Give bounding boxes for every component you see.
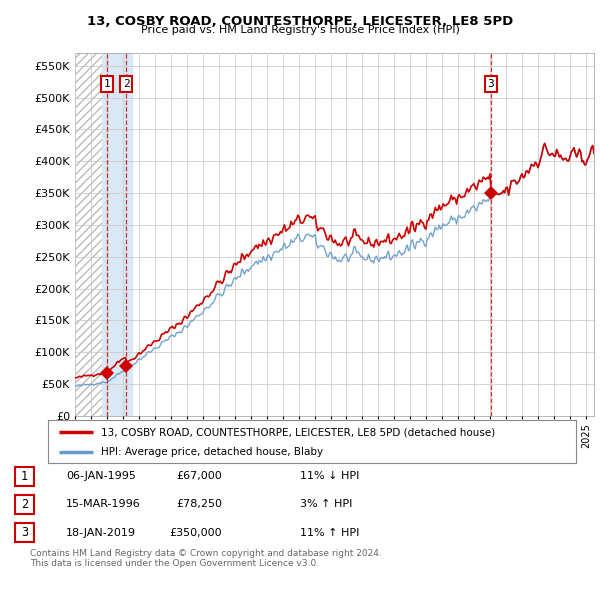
- Text: £67,000: £67,000: [176, 471, 222, 481]
- Text: 13, COSBY ROAD, COUNTESTHORPE, LEICESTER, LE8 5PD (detached house): 13, COSBY ROAD, COUNTESTHORPE, LEICESTER…: [101, 427, 495, 437]
- Text: 1: 1: [104, 79, 110, 89]
- Text: 2: 2: [123, 79, 130, 89]
- Text: 2: 2: [21, 498, 28, 511]
- Text: £78,250: £78,250: [176, 500, 222, 509]
- Text: 18-JAN-2019: 18-JAN-2019: [66, 528, 136, 537]
- Text: 11% ↑ HPI: 11% ↑ HPI: [300, 528, 359, 537]
- Bar: [75, 53, 102, 416]
- Text: 3: 3: [21, 526, 28, 539]
- Text: 11% ↓ HPI: 11% ↓ HPI: [300, 471, 359, 481]
- Text: 15-MAR-1996: 15-MAR-1996: [66, 500, 141, 509]
- Text: £350,000: £350,000: [169, 528, 222, 537]
- Text: HPI: Average price, detached house, Blaby: HPI: Average price, detached house, Blab…: [101, 447, 323, 457]
- Text: 1: 1: [21, 470, 28, 483]
- Bar: [75, 53, 102, 416]
- Text: 3: 3: [488, 79, 494, 89]
- Text: Price paid vs. HM Land Registry's House Price Index (HPI): Price paid vs. HM Land Registry's House …: [140, 25, 460, 35]
- Text: 06-JAN-1995: 06-JAN-1995: [66, 471, 136, 481]
- Text: This data is licensed under the Open Government Licence v3.0.: This data is licensed under the Open Gov…: [30, 559, 319, 568]
- Text: Contains HM Land Registry data © Crown copyright and database right 2024.: Contains HM Land Registry data © Crown c…: [30, 549, 382, 558]
- Text: 13, COSBY ROAD, COUNTESTHORPE, LEICESTER, LE8 5PD: 13, COSBY ROAD, COUNTESTHORPE, LEICESTER…: [87, 15, 513, 28]
- Bar: [102, 53, 131, 416]
- Text: 3% ↑ HPI: 3% ↑ HPI: [300, 500, 352, 509]
